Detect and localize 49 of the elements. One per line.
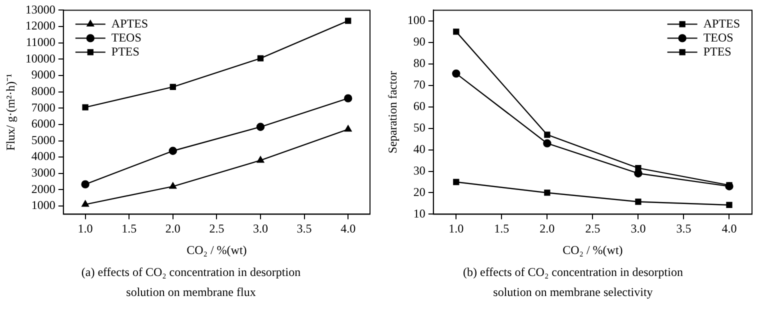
x-tick-label: 3.5 [296, 222, 312, 236]
legend-label: PTES [703, 44, 732, 58]
y-tick-label: 40 [413, 142, 426, 156]
y-tick-label: 4000 [31, 149, 56, 164]
text: (a) effects of CO₂ concentration in desorption solution on membrane flux [80, 264, 302, 301]
legend-label: PTES [111, 44, 140, 58]
x-tick-label: 4.0 [722, 222, 737, 236]
y-tick-label: 90 [413, 34, 426, 49]
x-tick-label: 2.5 [209, 222, 224, 236]
y-tick-label: 11000 [26, 34, 56, 49]
y-tick-label: 50 [413, 120, 426, 134]
y-tick-label: 60 [413, 98, 426, 113]
legend-label: TEOS [703, 30, 734, 44]
x-tick-label: 2.0 [165, 222, 180, 236]
y-tick-label: 12000 [25, 18, 56, 33]
y-tick-label: 2000 [31, 182, 56, 196]
y-tick-label: 5000 [31, 132, 56, 147]
text: (b) effects of CO₂ concentration in desorption solution on membrane selectivity [462, 264, 684, 301]
x-tick-label: 4.0 [340, 222, 356, 236]
legend-label: TEOS [111, 30, 142, 44]
y-axis-title: Separation factor [385, 71, 400, 154]
x-tick-label: 2.0 [540, 222, 555, 236]
x-tick-label: 1.0 [78, 222, 93, 236]
legend-label: APTES [111, 16, 148, 30]
x-tick-label: 1.0 [448, 222, 464, 236]
x-tick-label: 3.0 [253, 222, 268, 236]
y-tick-label: 3000 [31, 166, 56, 180]
x-tick-label: 1.5 [494, 222, 510, 236]
y-tick-label: 8000 [31, 84, 56, 98]
x-tick-label: 1.5 [122, 222, 137, 236]
y-tick-label: 70 [413, 78, 426, 92]
y-tick-label: 80 [413, 56, 426, 70]
y-tick-label: 7000 [31, 100, 56, 114]
y-tick-label: 13000 [25, 2, 56, 16]
y-axis-title: Flux/ g·(m²·h)⁻¹ [3, 73, 18, 151]
y-tick-label: 6000 [31, 116, 56, 131]
y-tick-label: 20 [413, 184, 426, 199]
x-axis-title: CO₂ / %(wt) [186, 242, 247, 257]
y-tick-label: 30 [413, 163, 426, 178]
y-tick-label: 1000 [31, 198, 56, 212]
x-tick-label: 3.0 [630, 222, 646, 236]
y-tick-label: 10 [413, 206, 426, 220]
x-tick-label: 2.5 [585, 222, 600, 236]
y-tick-label: 9000 [31, 68, 56, 82]
x-tick-label: 3.5 [676, 222, 692, 236]
y-tick-label: 10000 [25, 51, 56, 66]
legend-label: APTES [703, 16, 740, 30]
x-axis-title: CO₂ / %(wt) [562, 242, 623, 257]
y-tick-label: 100 [407, 13, 426, 28]
